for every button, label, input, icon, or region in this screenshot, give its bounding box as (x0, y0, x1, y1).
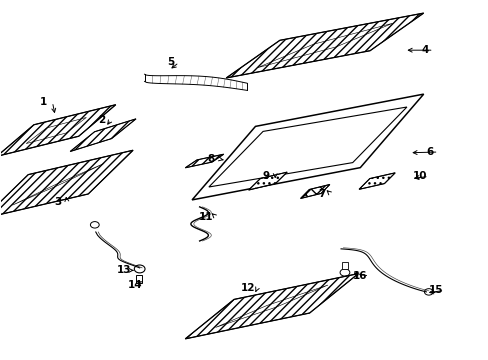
Text: 2: 2 (98, 115, 105, 125)
Text: 3: 3 (55, 197, 61, 207)
Text: 11: 11 (199, 212, 213, 221)
Bar (341, 262, 347, 269)
Text: 14: 14 (127, 280, 142, 290)
Text: 12: 12 (241, 283, 255, 293)
Polygon shape (185, 274, 358, 339)
Polygon shape (208, 107, 406, 187)
Polygon shape (0, 105, 116, 156)
Text: 6: 6 (426, 147, 432, 157)
Bar (136, 275, 142, 283)
Text: 16: 16 (352, 271, 367, 281)
Text: 13: 13 (116, 265, 131, 275)
Polygon shape (192, 94, 423, 200)
Polygon shape (248, 172, 286, 190)
Polygon shape (0, 150, 133, 219)
Text: 10: 10 (412, 171, 427, 181)
Text: 8: 8 (207, 154, 215, 164)
Polygon shape (226, 13, 423, 78)
Text: 4: 4 (420, 45, 427, 55)
Text: 15: 15 (427, 285, 442, 296)
Text: 7: 7 (317, 189, 325, 199)
Text: 5: 5 (166, 57, 174, 67)
Polygon shape (185, 154, 224, 168)
Polygon shape (300, 184, 329, 198)
Text: 1: 1 (40, 97, 47, 107)
Polygon shape (358, 173, 394, 189)
Polygon shape (70, 119, 136, 152)
Text: 9: 9 (263, 171, 269, 181)
